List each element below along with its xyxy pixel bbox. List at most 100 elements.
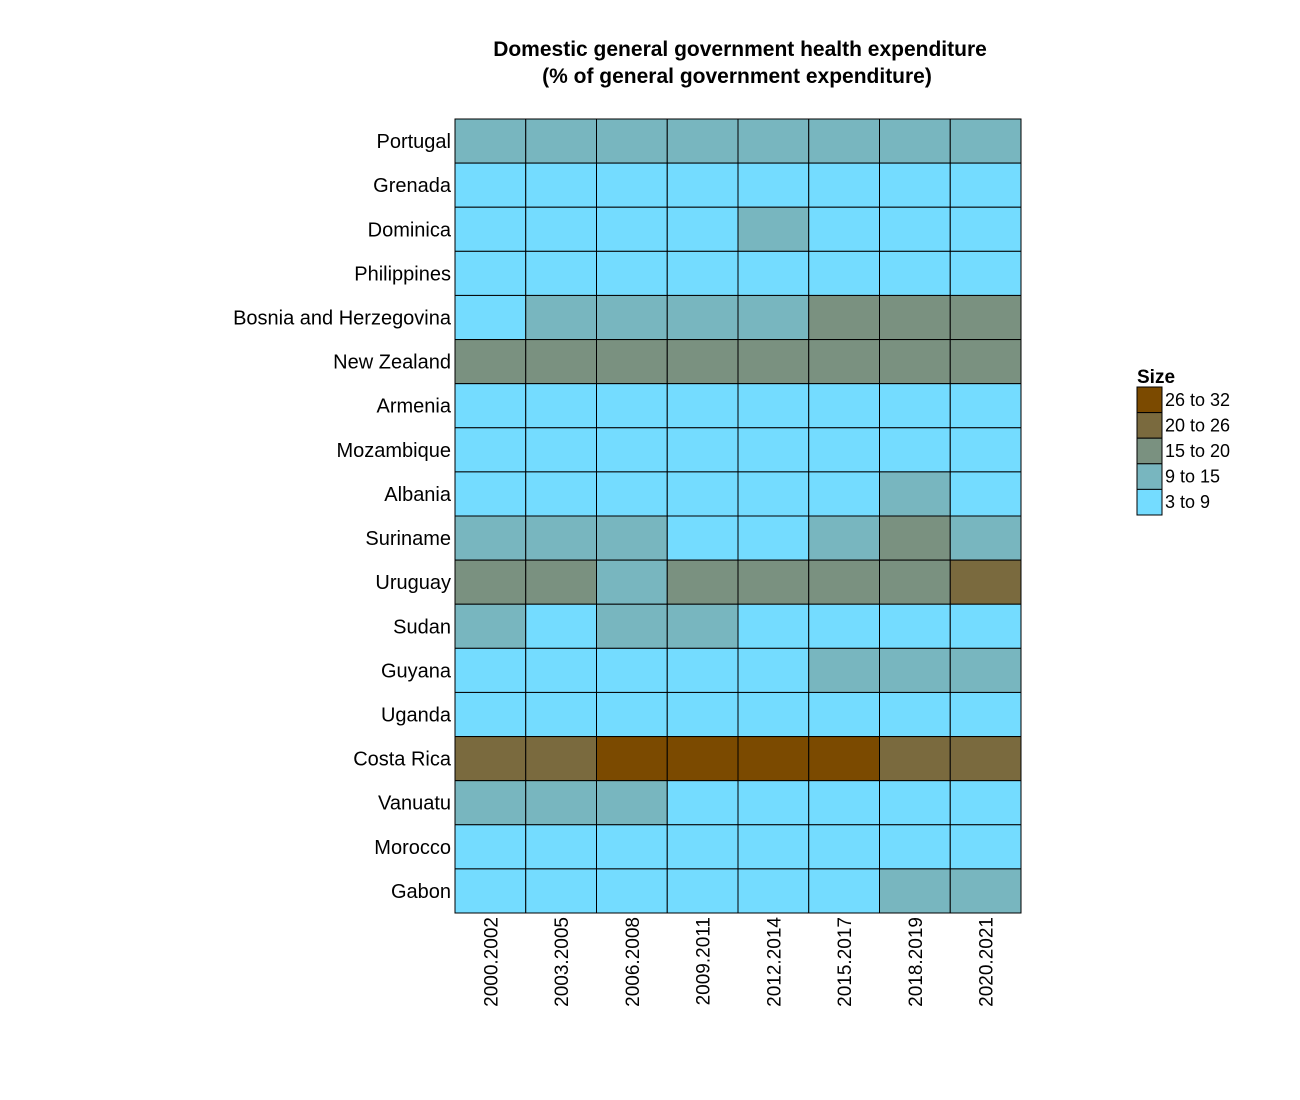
heatmap-cell — [525, 383, 597, 429]
heatmap-cell — [525, 559, 597, 605]
heatmap-cell — [596, 294, 668, 341]
heatmap-cell — [808, 691, 880, 738]
heatmap-cell — [808, 603, 880, 649]
legend-swatch — [1136, 488, 1163, 516]
row-label: Gabon — [391, 881, 451, 903]
legend-label: 20 to 26 — [1165, 415, 1230, 435]
heatmap-cell — [666, 339, 739, 385]
legend-label: 26 to 32 — [1165, 390, 1230, 410]
row-label: New Zealand — [333, 352, 451, 374]
heatmap-cell — [596, 162, 668, 208]
heatmap-cell — [596, 206, 668, 252]
heatmap-cell — [879, 250, 951, 296]
heatmap-cell — [525, 515, 597, 561]
heatmap-cell — [949, 250, 1022, 296]
heatmap-cell — [808, 339, 880, 385]
column-label: 2006.2008 — [623, 917, 644, 1007]
heatmap-cell — [879, 736, 951, 782]
heatmap-cell — [596, 691, 668, 738]
heatmap-cell — [808, 383, 880, 429]
column-label: 2000.2002 — [481, 917, 502, 1007]
heatmap-cell — [666, 427, 739, 473]
heatmap-cell — [737, 250, 810, 296]
heatmap-cell — [596, 736, 668, 782]
heatmap-cell — [808, 515, 880, 561]
heatmap-cell — [525, 603, 597, 649]
heatmap-cell — [454, 206, 527, 252]
column-label: 2020.2021 — [977, 917, 998, 1007]
chart-title-line-1: Domestic general government health expen… — [493, 38, 987, 61]
legend-swatch — [1136, 386, 1163, 414]
legend-swatch — [1136, 463, 1163, 490]
heatmap-cell — [949, 559, 1022, 605]
heatmap-cell — [454, 691, 527, 738]
heatmap-cell — [737, 515, 810, 561]
heatmap-cell — [596, 250, 668, 296]
row-label: Vanuatu — [378, 793, 451, 815]
heatmap-cell — [949, 383, 1022, 429]
heatmap-cell — [879, 868, 951, 914]
row-label: Dominica — [368, 219, 452, 241]
heatmap-cell — [454, 294, 527, 341]
row-label: Costa Rica — [353, 749, 452, 771]
heatmap-cell — [737, 294, 810, 341]
heatmap-cell — [525, 868, 597, 914]
heatmap-cell — [454, 559, 527, 605]
heatmap-cell — [525, 647, 597, 693]
heatmap-cell — [525, 471, 597, 517]
legend-title: Size — [1137, 367, 1175, 388]
column-labels: 2000.2002 2003.2005 2006.2008 2009.2011 2012… — [481, 917, 997, 1007]
heatmap-cell — [454, 647, 527, 693]
heatmap-cell — [666, 559, 739, 605]
heatmap-cell — [525, 162, 597, 208]
heatmap-cell — [454, 339, 527, 385]
column-label: 2003.2005 — [552, 917, 573, 1007]
heatmap-cell — [879, 559, 951, 605]
heatmap-cell — [596, 603, 668, 649]
heatmap-cell — [808, 868, 880, 914]
heatmap-cell — [737, 559, 810, 605]
heatmap-cell — [737, 162, 810, 208]
heatmap-cell — [737, 736, 810, 782]
heatmap-cell — [666, 294, 739, 341]
heatmap-cell — [949, 515, 1022, 561]
heatmap-cell — [737, 780, 810, 826]
row-label: Armenia — [377, 396, 452, 418]
heatmap-cell — [666, 780, 739, 826]
heatmap-cell — [949, 162, 1022, 208]
heatmap-cell — [454, 736, 527, 782]
heatmap-cell — [949, 471, 1022, 517]
legend-label: 9 to 15 — [1165, 467, 1220, 487]
heatmap-cell — [737, 603, 810, 649]
heatmap-cell — [666, 118, 739, 164]
heatmap-cell — [525, 250, 597, 296]
heatmap-cell — [879, 515, 951, 561]
heatmap-cell — [949, 824, 1022, 870]
column-label: 2009.2011 — [694, 917, 715, 1005]
heatmap-cell — [879, 471, 951, 517]
row-label: Sudan — [393, 616, 451, 638]
heatmap-cell — [879, 206, 951, 252]
row-label: Guyana — [381, 660, 452, 682]
heatmap-cell — [737, 691, 810, 738]
heatmap-cell — [596, 824, 668, 870]
heatmap-cell — [949, 339, 1022, 385]
heatmap-cell — [525, 780, 597, 826]
heatmap-cell — [454, 383, 527, 429]
heatmap-cell — [808, 736, 880, 782]
heatmap-cell — [737, 824, 810, 870]
heatmap-cell — [879, 294, 951, 341]
heatmap-cell — [596, 471, 668, 517]
heatmap-cell — [949, 780, 1022, 826]
heatmap-cell — [454, 824, 527, 870]
heatmap-cell — [879, 383, 951, 429]
heatmap-cell — [596, 383, 668, 429]
heatmap-cell — [666, 691, 739, 738]
heatmap-cell — [525, 824, 597, 870]
heatmap-cell — [454, 118, 527, 164]
heatmap-cell — [808, 162, 880, 208]
heatmap-cell — [808, 206, 880, 252]
heatmap-cell — [879, 118, 951, 164]
heatmap-cell — [525, 339, 597, 385]
